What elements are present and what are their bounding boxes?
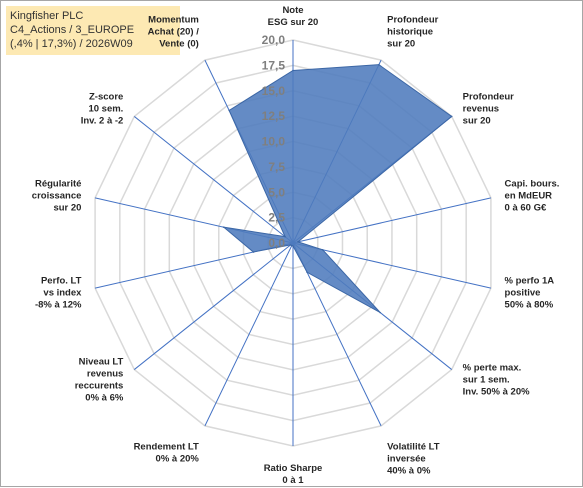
- data-point: [284, 235, 286, 238]
- axis-label: Perfo. LT vs index -8% à 12%: [35, 275, 82, 310]
- axis-label: Ratio Sharpe 0 à 1: [264, 463, 323, 486]
- axis-spoke: [204, 242, 294, 427]
- axis-label: Profondeur revenus sur 20: [463, 92, 514, 127]
- tick-label: 7,5: [268, 160, 285, 174]
- data-point: [379, 311, 382, 314]
- axis-label: Z-score 10 sem. Inv. 2 à -2: [81, 92, 124, 127]
- data-point: [222, 226, 225, 228]
- data-series-area: [222, 64, 453, 314]
- chart-header: Kingfisher PLC C4_Actions / 3_EUROPE (,4…: [6, 6, 180, 55]
- performance-period: (,4% | 17,3%) / 2026W09: [10, 38, 133, 50]
- axis-spoke: [292, 242, 382, 427]
- data-point: [306, 271, 308, 274]
- tick-label: 10,0: [262, 135, 286, 149]
- data-point: [292, 245, 294, 247]
- axis-label: Niveau LT revenus reccurents 0% à 6%: [75, 356, 124, 403]
- tick-label: 15,0: [262, 84, 286, 98]
- tick-label: 20,0: [262, 33, 286, 47]
- data-point: [292, 69, 294, 72]
- data-point: [252, 251, 255, 253]
- axis-label: % perfo 1A positive 50% à 80%: [505, 275, 555, 310]
- tick-label: 12,5: [262, 109, 286, 123]
- data-point: [378, 63, 380, 66]
- data-point: [228, 109, 230, 112]
- axis-label: Volatilité LT inversée 40% à 0%: [387, 442, 440, 477]
- axis-spoke: [292, 197, 492, 244]
- company-name: Kingfisher PLC: [10, 10, 84, 22]
- data-point: [450, 115, 453, 118]
- axis-label: % perte max. sur 1 sem. Inv. 50% à 20%: [463, 362, 530, 397]
- tick-label: 17,5: [262, 58, 286, 72]
- tick-label: 2,5: [268, 211, 285, 225]
- axis-spoke: [133, 242, 294, 370]
- axis-spoke: [292, 242, 492, 289]
- axis-label: Profondeur historique sur 20: [387, 14, 438, 49]
- data-point: [289, 244, 292, 246]
- axis-label: Capi. bours. en MdEUR 0 à 60 G€: [505, 179, 560, 214]
- axis-label: Note ESG sur 20: [268, 5, 319, 28]
- axis-label: Momentum Achat (20) / Vente (0): [148, 14, 200, 49]
- axis-spoke: [133, 116, 294, 244]
- tick-label: 5,0: [268, 185, 285, 199]
- axis-label: Rendement LT 0% à 20%: [134, 442, 200, 465]
- tick-label: 0,0: [268, 236, 285, 250]
- data-point: [321, 248, 324, 251]
- axis-label: Régularité croissance sur 20: [32, 179, 82, 214]
- data-point: [297, 241, 299, 243]
- portfolio-category: C4_Actions / 3_EUROPE: [10, 24, 135, 36]
